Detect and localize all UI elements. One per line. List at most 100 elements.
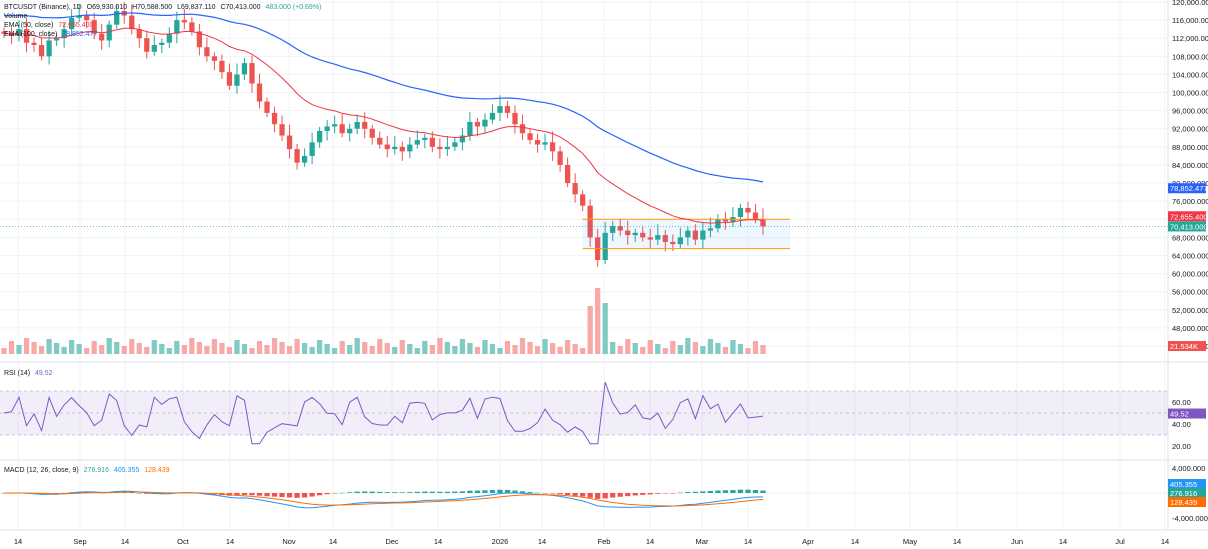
candle xyxy=(31,42,37,45)
candle xyxy=(53,38,60,41)
ema50-value: 72,655.400 xyxy=(58,22,94,29)
macd-histogram-bar xyxy=(347,492,353,493)
volume-bar xyxy=(647,340,653,354)
volume-bar xyxy=(91,341,97,354)
rsi-legend[interactable]: RSI (14) 49.52 xyxy=(4,369,53,378)
volume-bar xyxy=(181,345,187,354)
volume-bar xyxy=(241,344,248,354)
candle xyxy=(279,124,285,136)
macd-histogram-bar xyxy=(707,491,714,493)
volume-bar xyxy=(407,344,413,354)
macd-histogram-bar xyxy=(429,491,435,493)
volume-bar xyxy=(249,348,255,354)
macd-histogram-bar xyxy=(730,490,736,493)
macd-histogram-bar xyxy=(332,493,338,494)
candle xyxy=(722,219,729,222)
macd-axis-label: -4,000.000 xyxy=(1172,514,1208,523)
candle xyxy=(572,183,578,195)
volume-bar xyxy=(452,346,458,354)
macd-histogram-bar xyxy=(301,493,308,498)
macd-pane[interactable] xyxy=(0,489,1168,509)
rsi-value-tag: 49.52 xyxy=(1170,410,1189,419)
candle xyxy=(474,121,481,127)
price-axis-label: 112,000.000 xyxy=(1172,34,1208,43)
volume-bar xyxy=(256,341,263,354)
macd-line-tag-bg xyxy=(1168,479,1206,489)
volume-bar xyxy=(595,288,601,354)
volume-bar xyxy=(610,342,616,354)
ema100-legend[interactable]: EMA (100, close) 78,852.477 xyxy=(4,30,97,39)
candle xyxy=(602,232,608,260)
volume-bar xyxy=(617,346,623,354)
candle xyxy=(745,207,751,213)
symbol-legend[interactable]: BTCUSDT (Binance), 1D O69,930.010 H70,58… xyxy=(4,3,321,12)
macd-histogram-bar xyxy=(452,491,458,493)
rsi-pane[interactable] xyxy=(0,382,1168,445)
candle xyxy=(504,106,511,113)
candle xyxy=(662,235,668,242)
candle xyxy=(707,228,714,231)
volume-bar xyxy=(655,344,661,354)
candle xyxy=(324,126,330,131)
time-axis-label: Nov xyxy=(282,537,296,546)
volume-bar xyxy=(467,343,473,354)
macd-histogram-bar xyxy=(422,491,428,493)
macd-histogram-bar xyxy=(392,492,398,493)
price-axis-label: 68,000.000 xyxy=(1172,233,1208,242)
macd-histogram-bar xyxy=(369,491,375,493)
ema50-price-tag: 72,655.400 xyxy=(1170,212,1208,221)
grid xyxy=(0,0,1208,531)
candle xyxy=(489,112,496,120)
volume-bar xyxy=(129,339,135,354)
volume-bar xyxy=(38,346,45,354)
macd-histogram-bar xyxy=(249,493,255,496)
candle xyxy=(196,31,203,48)
volume-bar xyxy=(31,342,37,354)
macd-histogram-bar xyxy=(542,493,548,494)
candle xyxy=(16,29,22,36)
ema50-price-tag-bg xyxy=(1168,211,1206,222)
candle xyxy=(234,74,240,86)
volume-bar xyxy=(76,344,82,354)
price-pane[interactable] xyxy=(0,2,1168,267)
macd-histogram-bar xyxy=(722,490,729,493)
ema50-legend[interactable]: EMA (50, close) 72,655.400 xyxy=(4,21,93,30)
time-axis-label: 14 xyxy=(226,537,234,546)
volume-bar xyxy=(151,340,157,354)
macd-histogram-bar xyxy=(354,491,360,493)
volume-bar xyxy=(106,338,112,354)
macd-histogram-bar xyxy=(595,493,601,499)
macd-histogram-bar xyxy=(256,493,263,496)
candle xyxy=(204,47,210,57)
macd-hist-value: 276.916 xyxy=(83,467,109,474)
macd-legend[interactable]: MACD (12, 26, close, 9) 276.916 405.355 … xyxy=(4,466,170,475)
axes: 120,000.000 116,000.000 112,000.000 108,000… xyxy=(14,0,1208,546)
volume-bar xyxy=(174,341,180,354)
volume-bar xyxy=(632,343,638,354)
volume-bar xyxy=(69,340,75,354)
volume-bar xyxy=(564,340,571,354)
macd-histogram-bar xyxy=(662,493,668,494)
macd-histogram-bar xyxy=(294,493,300,498)
volume-bar xyxy=(482,340,488,354)
ema100-line xyxy=(3,12,764,183)
volume-bar xyxy=(580,348,586,354)
volume-bar xyxy=(730,340,736,354)
macd-histogram-bar xyxy=(700,491,706,493)
volume-bar xyxy=(46,339,52,354)
candle xyxy=(129,15,135,30)
volume-bar xyxy=(640,347,646,354)
macd-histogram-bar xyxy=(414,491,420,493)
macd-histogram-bar xyxy=(587,493,593,498)
time-axis-label: Dec xyxy=(385,537,399,546)
macd-histogram-bar xyxy=(399,492,405,493)
candle xyxy=(8,33,15,36)
volume-bar xyxy=(332,348,338,354)
volume-bar xyxy=(377,339,383,354)
price-axis-label: 120,000.000 xyxy=(1172,0,1208,7)
macd-histogram-bar xyxy=(632,493,638,496)
volume-legend[interactable]: Volume xyxy=(4,12,27,21)
volume-bar xyxy=(527,342,533,354)
volume-bar xyxy=(196,342,203,354)
